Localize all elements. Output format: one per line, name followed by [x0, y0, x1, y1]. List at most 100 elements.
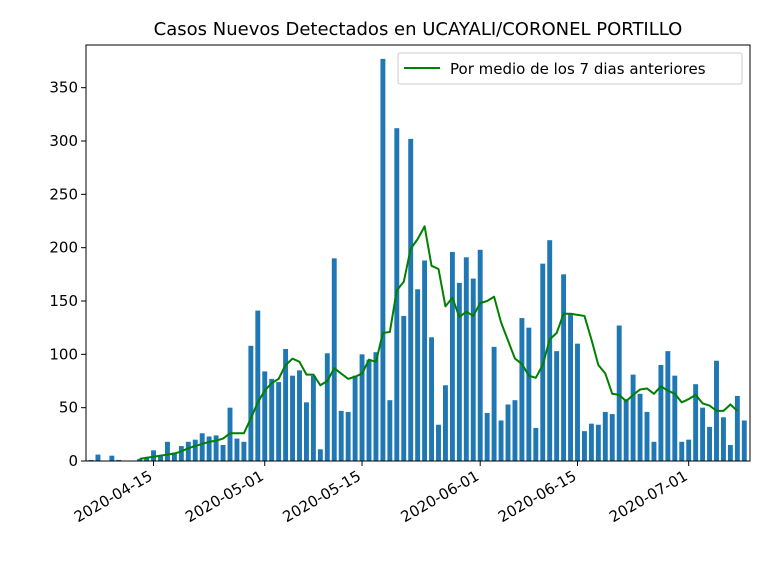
bar [317, 449, 323, 461]
bar [700, 407, 706, 461]
bar [297, 370, 302, 461]
bar [290, 375, 295, 461]
bar [241, 441, 247, 461]
moving-average-series [139, 225, 739, 460]
bar [637, 393, 643, 461]
bar [679, 441, 685, 461]
bar [436, 424, 441, 461]
x-tick-label: 2020-06-15 [495, 467, 580, 526]
bar [283, 349, 289, 461]
bar [269, 378, 275, 461]
bar [449, 251, 455, 461]
x-tick-label: 2020-04-15 [71, 467, 156, 526]
bar [484, 413, 490, 461]
bar [88, 459, 94, 461]
bar [491, 346, 497, 461]
bar [512, 400, 518, 461]
y-tick-label: 200 [49, 239, 78, 257]
bar [401, 315, 407, 461]
bar [185, 441, 191, 461]
plot-frame [85, 44, 751, 462]
bar [616, 325, 622, 461]
bar [595, 424, 601, 461]
x-tick-label: 2020-05-01 [182, 467, 267, 526]
bar [533, 427, 539, 461]
y-tick-label: 350 [49, 79, 78, 97]
bar [310, 375, 316, 461]
bar [220, 445, 226, 461]
bar [158, 455, 163, 461]
bar [352, 375, 358, 461]
bar [568, 313, 573, 461]
bar [727, 445, 733, 461]
bar [415, 289, 421, 461]
bar [588, 423, 594, 461]
bar [602, 411, 608, 461]
y-tick-label: 0 [68, 452, 78, 470]
y-tick-label: 100 [49, 345, 78, 363]
bar [387, 400, 393, 461]
bar [206, 436, 212, 461]
bar [582, 431, 587, 461]
bar [456, 282, 462, 461]
bar [109, 455, 115, 461]
bar [741, 420, 747, 461]
legend: Por medio de los 7 dias anteriores [397, 52, 743, 85]
bar [519, 318, 525, 461]
bar [686, 439, 692, 461]
bar [192, 439, 198, 461]
bar [734, 395, 740, 461]
bar [644, 411, 650, 461]
y-tick-label: 300 [49, 132, 78, 150]
bar [234, 438, 240, 461]
bar [345, 411, 351, 461]
bar [561, 274, 567, 461]
bar [477, 249, 483, 461]
x-tick-label: 2020-06-01 [398, 467, 483, 526]
moving-average-line [139, 225, 739, 460]
bar [380, 58, 386, 462]
bar [171, 452, 177, 461]
bar [248, 345, 254, 461]
bar [693, 384, 699, 461]
bar [304, 402, 309, 461]
bar [658, 365, 664, 461]
bar [630, 374, 636, 461]
bar [408, 138, 414, 461]
bar [262, 371, 268, 461]
bar [178, 446, 184, 461]
legend-label: Por medio de los 7 dias anteriores [450, 60, 706, 78]
bar [95, 454, 101, 461]
bar [609, 414, 615, 461]
bar [672, 375, 678, 461]
bar [331, 258, 337, 461]
bar [665, 351, 671, 461]
bar [255, 310, 261, 461]
bar [429, 337, 434, 461]
bar [505, 404, 511, 461]
bar [575, 343, 580, 461]
bar [443, 385, 448, 461]
y-tick-label: 150 [49, 292, 78, 310]
bar [721, 417, 726, 461]
y-tick-label: 50 [59, 399, 78, 417]
bar [199, 433, 205, 461]
bar [151, 450, 156, 461]
x-tick-label: 2020-05-15 [280, 467, 365, 526]
bar [547, 240, 553, 461]
bar [498, 420, 504, 461]
bar [338, 410, 344, 461]
bar [324, 353, 330, 461]
y-tick-label: 250 [49, 185, 78, 203]
bar [137, 458, 143, 461]
bar [526, 327, 532, 461]
bar [366, 359, 372, 461]
chart-title: Casos Nuevos Detectados en UCAYALI/CORON… [154, 19, 683, 40]
bar [422, 260, 428, 461]
legend-box [397, 52, 743, 85]
bar [707, 426, 712, 461]
bar [213, 435, 219, 461]
bar [165, 441, 170, 461]
bar [373, 352, 379, 461]
